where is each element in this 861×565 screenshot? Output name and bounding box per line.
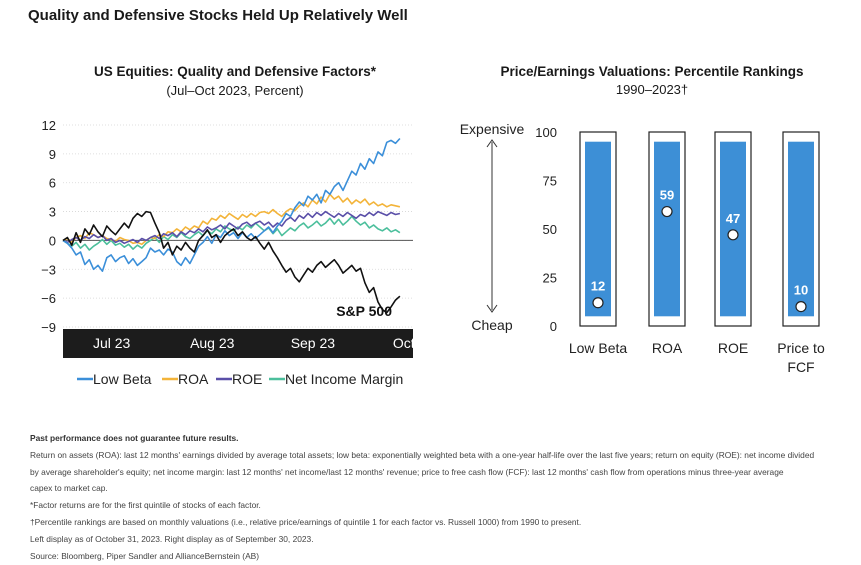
y-tick-label: 25 — [543, 271, 557, 286]
category-label: ROE — [718, 340, 748, 356]
y-tick-label: −9 — [41, 320, 56, 335]
percentile-marker — [592, 297, 604, 309]
y-tick-label: 3 — [49, 205, 56, 220]
right-chart-subtitle: 1990–2023† — [615, 82, 689, 97]
arrow-down-icon — [486, 304, 498, 313]
percentile-bar — [654, 141, 680, 317]
y-tick-label: 100 — [535, 125, 557, 140]
y-tick-label: 12 — [42, 118, 56, 133]
series-line-s-p-500 — [62, 210, 401, 314]
percentile-value-label: 59 — [660, 188, 674, 203]
x-tick-label: Aug 23 — [190, 335, 235, 351]
y-tick-label: 9 — [49, 147, 56, 162]
definitions-line-3: capex to market cap. — [30, 483, 108, 494]
definitions-line-2: by average shareholder's equity; net inc… — [30, 466, 784, 477]
percentile-value-label: 12 — [591, 279, 605, 294]
category-label: ROA — [652, 340, 683, 356]
legend-label: ROE — [232, 371, 262, 387]
bar-frame — [782, 131, 820, 327]
percentile-bar — [788, 141, 814, 317]
category-label: FCF — [787, 359, 814, 375]
category-label: Low Beta — [569, 340, 628, 356]
percentile-bar — [585, 141, 611, 317]
expensive-label: Expensive — [460, 121, 525, 137]
factor-note: *Factor returns are for the first quinti… — [30, 500, 261, 511]
legend-label: ROA — [178, 371, 209, 387]
percentile-value-label: 10 — [794, 283, 808, 298]
charts-canvas: 12 9 6 3 0 −3 −6 −9 S&P 500 Jul 23 Aug 23 Sep 23 Oct… — [41, 118, 825, 387]
source-note: Source: Bloomberg, Piper Sandler and All… — [30, 550, 260, 561]
y-tick-label: 0 — [49, 233, 56, 248]
percentile-marker — [727, 229, 739, 241]
legend-label: Net Income Margin — [285, 371, 403, 387]
series-line-roe — [62, 210, 401, 245]
x-tick-label: Oct 23 — [393, 335, 434, 351]
right-chart-title: Price/Earnings Valuations: Percentile Ra… — [500, 64, 804, 79]
y-tick-label: 75 — [543, 174, 557, 189]
bar-frame — [714, 131, 752, 327]
percentile-marker — [661, 205, 673, 218]
footnotes: Past performance does not guarantee futu… — [30, 430, 850, 564]
percentile-note: †Percentile rankings are based on monthl… — [30, 516, 582, 527]
legend-label: Low Beta — [93, 371, 152, 387]
sp500-annotation: S&P 500 — [336, 303, 392, 319]
y-tick-label: −3 — [41, 262, 56, 277]
y-tick-label: 6 — [49, 176, 56, 191]
percentile-marker — [795, 301, 807, 313]
display-note: Left display as of October 31, 2023. Rig… — [30, 533, 314, 544]
y-tick-label: −6 — [41, 291, 56, 306]
x-tick-label: Jul 23 — [93, 335, 131, 351]
series-line-low-beta — [62, 137, 401, 273]
x-axis-band — [63, 329, 413, 358]
left-chart-subtitle: (Jul–Oct 2023, Percent) — [166, 83, 304, 98]
cheap-label: Cheap — [471, 317, 512, 333]
arrow-up-icon — [486, 139, 498, 148]
y-tick-label: 0 — [550, 319, 557, 334]
page-title: Quality and Defensive Stocks Held Up Rel… — [28, 7, 408, 24]
percentile-bar — [720, 141, 746, 317]
series-line-roa — [62, 193, 401, 246]
disclaimer: Past performance does not guarantee futu… — [30, 433, 239, 443]
x-tick-label: Sep 23 — [291, 335, 336, 351]
bar-frame — [579, 131, 617, 327]
bar-frame — [648, 131, 686, 327]
percentile-value-label: 47 — [726, 211, 740, 226]
y-tick-label: 50 — [543, 222, 557, 237]
left-chart-title: US Equities: Quality and Defensive Facto… — [93, 64, 377, 79]
category-label: Price to — [777, 340, 825, 356]
definitions-line-1: Return on assets (ROA): last 12 months' … — [30, 449, 815, 460]
